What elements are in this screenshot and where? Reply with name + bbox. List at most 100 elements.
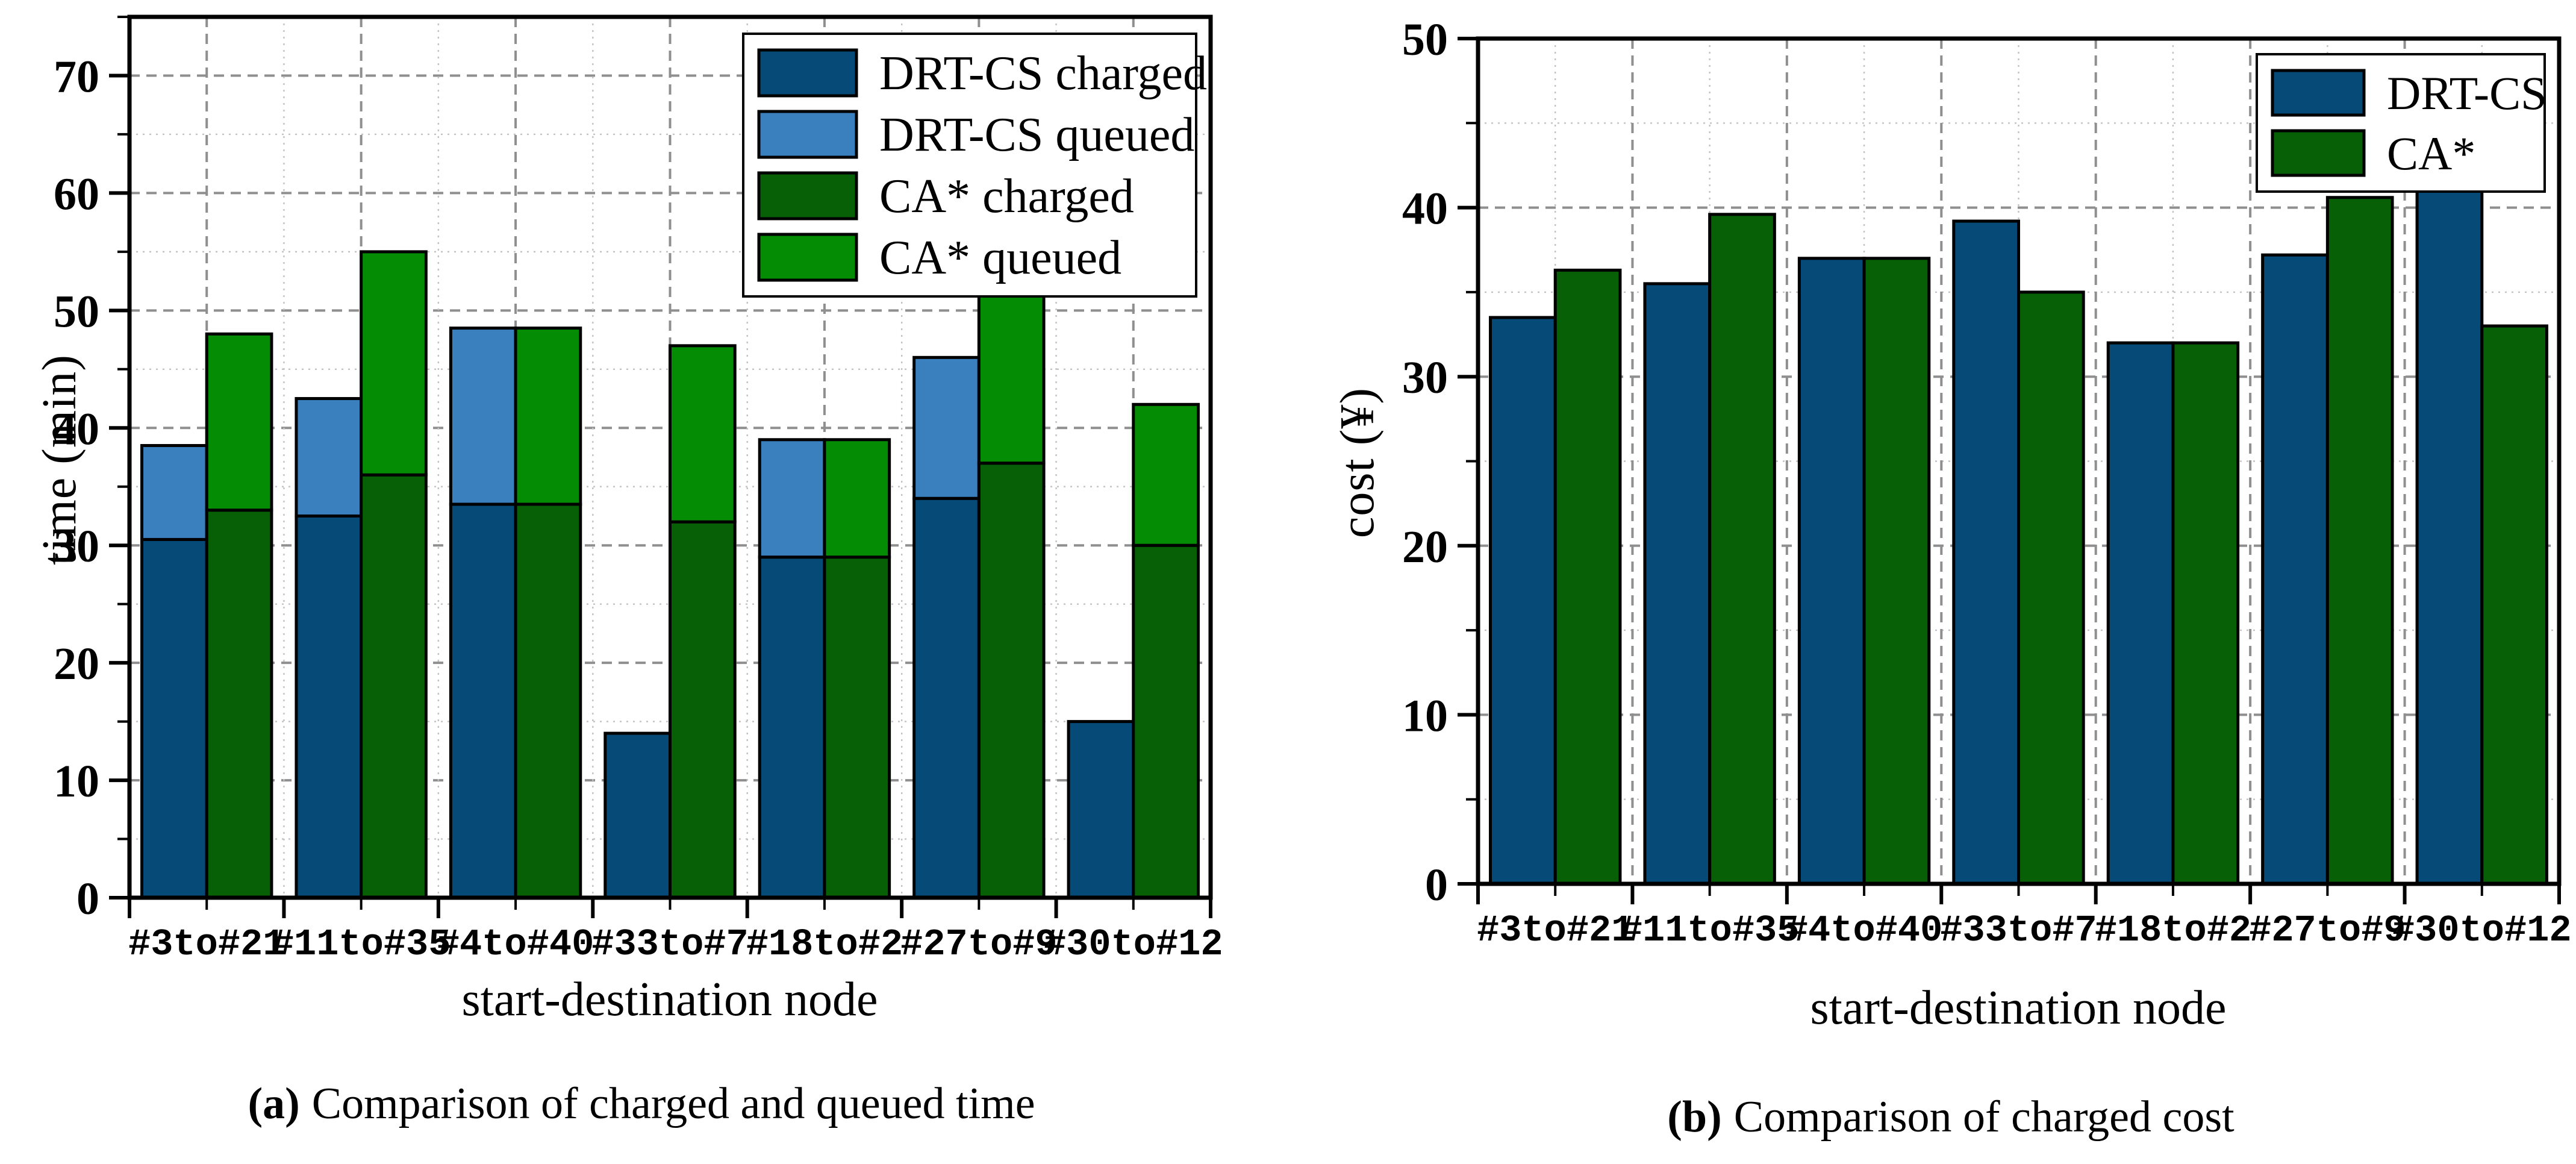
- bar-segment: [823, 438, 891, 559]
- x-tick-label: #3to#21: [128, 923, 285, 966]
- legend-swatch: [757, 233, 858, 282]
- bar-segment: [514, 327, 582, 506]
- bar-segment: [912, 355, 981, 500]
- bar-segment: [449, 327, 517, 506]
- legend-label: DRT-CS: [2387, 67, 2547, 119]
- legend-label: DRT-CS charged: [879, 47, 1207, 100]
- x-tick-label: #11to#35: [1620, 909, 1800, 952]
- y-tick-label: 0: [1425, 860, 1448, 910]
- y-tick-label: 0: [76, 874, 99, 924]
- bar-segment: [1797, 257, 1866, 886]
- legend-swatch: [2271, 129, 2366, 177]
- caption-b-tag: (b): [1667, 1092, 1722, 1142]
- bar-segment: [360, 250, 428, 477]
- x-tick-label: #30to#12: [1044, 923, 1223, 966]
- y-tick-label: 50: [1402, 14, 1448, 65]
- y-tick-label: 50: [54, 286, 99, 337]
- bar-segment: [603, 731, 672, 900]
- bar-segment: [823, 555, 891, 900]
- y-tick-label: 20: [54, 639, 99, 689]
- bar-segment: [1708, 213, 1776, 886]
- panel-time-chart: 0 10 20 30 40 50 60 70 #3to#21 #11to#35 #4to#40 #33…: [33, 14, 1223, 1130]
- bar-segment: [2325, 196, 2394, 886]
- x-tick-label: #30to#12: [2392, 909, 2572, 952]
- y-tick-label: 60: [54, 169, 99, 219]
- bar-segment: [1952, 219, 2021, 886]
- legend-swatch: [757, 171, 858, 221]
- legend-label: CA* queued: [879, 231, 1121, 284]
- x-tick-label: #27to#9: [2249, 909, 2406, 952]
- x-tick-label: #18to#2: [2095, 909, 2251, 952]
- y-tick-label: 10: [1402, 690, 1448, 741]
- bar-segment: [669, 520, 737, 900]
- x-tick-label: #4to#40: [437, 923, 594, 966]
- bar-segment: [360, 473, 428, 900]
- bar-segment: [295, 397, 363, 518]
- x-axis-label-a: start-destination node: [461, 973, 878, 1026]
- x-tick-label: #33to#7: [591, 923, 748, 966]
- bar-segment: [1132, 402, 1200, 547]
- bar-segment: [2017, 290, 2085, 886]
- bar-segment: [1067, 720, 1135, 900]
- legend-label: CA* charged: [879, 170, 1134, 223]
- ticks: 0 10 20 30 40 50 60 70 #3to#21#11to#35#4to#40#33…: [54, 16, 1223, 966]
- bar-segment: [205, 332, 273, 512]
- bar-segment: [2171, 341, 2240, 886]
- bar-segment: [758, 555, 826, 900]
- panel-cost-chart: 0 10 20 30 40 50 #3to#21 #11to#35 #4to#40 #33to#7…: [1288, 0, 2576, 1164]
- x-axis-label-b: start-destination node: [1810, 981, 2227, 1034]
- legend-swatch: [757, 48, 858, 98]
- bar-segment: [295, 514, 363, 900]
- caption-b: (b) Comparison of charged cost: [1469, 1092, 2433, 1143]
- x-tick-label: #33to#7: [1940, 909, 2097, 952]
- legend-label: DRT-CS queued: [879, 108, 1194, 161]
- bar-segment: [205, 508, 273, 900]
- bar-segment: [1132, 543, 1200, 900]
- caption-a: (a) Comparison of charged and queued time: [160, 1078, 1123, 1130]
- plot-frame: [1476, 36, 2562, 886]
- bar-segment: [2261, 253, 2329, 886]
- caption-b-text: Comparison of charged cost: [1733, 1092, 2235, 1142]
- y-axis-label-time: time (min): [33, 354, 86, 565]
- bar-segment: [140, 537, 208, 900]
- bar-segment: [140, 444, 208, 541]
- legend-label: CA*: [2387, 127, 2475, 180]
- y-tick-label: 30: [1402, 352, 1448, 403]
- cost-chart-svg: 0 10 20 30 40 50 #3to#21#11to#35#4to#40#33to#7…: [1402, 14, 2572, 952]
- bar-segment: [2106, 341, 2175, 886]
- x-tick-label: #11to#35: [272, 923, 451, 966]
- bar-segment: [977, 462, 1046, 900]
- legend-swatch: [2271, 69, 2366, 117]
- legend: DRT-CS CA*: [2256, 53, 2547, 193]
- bar-segment: [1489, 316, 1557, 886]
- y-tick-label: 70: [54, 51, 99, 102]
- x-tick-label: #18to#2: [746, 923, 903, 966]
- y-tick-label: 30: [54, 521, 99, 572]
- legend: DRT-CS charged DRT-CS queued CA* charged CA…: [742, 33, 1207, 298]
- bar-segment: [1862, 257, 1931, 886]
- bar-segment: [669, 344, 737, 524]
- time-chart-svg: 0 10 20 30 40 50 60 70 #3to#21#11to#35#4to#40#33…: [54, 14, 1223, 966]
- bar-segment: [2480, 324, 2548, 886]
- bar-segment: [977, 285, 1046, 465]
- bar-segment: [758, 438, 826, 559]
- y-tick-label: 20: [1402, 522, 1448, 572]
- bars: [140, 250, 1200, 900]
- y-tick-label: 40: [54, 404, 99, 454]
- plot-frame: [127, 14, 1213, 900]
- x-tick-label: #4to#40: [1786, 909, 1942, 952]
- bar-segment: [1643, 282, 1712, 886]
- y-tick-label: 40: [1402, 184, 1448, 234]
- ticks: 0 10 20 30 40 50 #3to#21#11to#35#4to#40#33to#7…: [1402, 14, 2572, 952]
- bar-segment: [449, 502, 517, 900]
- caption-a-tag: (a): [248, 1079, 300, 1128]
- y-tick-label: 10: [54, 756, 99, 807]
- bar-segment: [2415, 172, 2484, 886]
- bar-segment: [1553, 268, 1622, 886]
- caption-a-text: Comparison of charged and queued time: [311, 1079, 1035, 1128]
- legend-swatch: [757, 110, 858, 159]
- y-axis-label-cost: cost (¥): [1331, 387, 1384, 539]
- x-tick-label: #27to#9: [900, 923, 1057, 966]
- x-tick-label: #3to#21: [1477, 909, 1633, 952]
